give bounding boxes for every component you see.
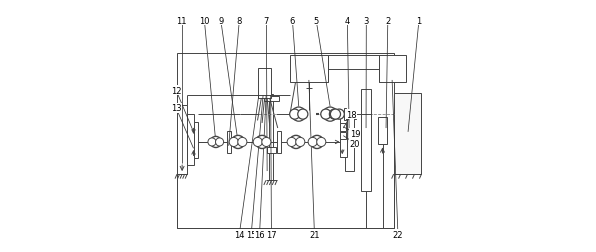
Text: 1: 1 — [417, 17, 421, 26]
Circle shape — [291, 108, 306, 122]
Text: 18: 18 — [346, 110, 357, 119]
Bar — [379, 55, 406, 83]
Bar — [393, 93, 421, 174]
Text: 10: 10 — [199, 17, 210, 26]
Bar — [257, 69, 271, 99]
Text: 21: 21 — [309, 230, 319, 239]
Text: 19: 19 — [350, 129, 360, 138]
Bar — [187, 115, 194, 165]
Bar — [194, 122, 198, 159]
Text: 2: 2 — [385, 17, 390, 26]
Text: 15: 15 — [246, 230, 256, 239]
Circle shape — [330, 110, 340, 120]
Circle shape — [323, 108, 337, 122]
Text: 13: 13 — [170, 104, 181, 113]
Text: 20: 20 — [350, 139, 360, 148]
Bar — [177, 54, 394, 228]
Circle shape — [253, 138, 262, 147]
Circle shape — [311, 136, 324, 149]
Bar — [226, 132, 231, 153]
Bar — [361, 89, 371, 192]
Circle shape — [210, 137, 221, 148]
Bar — [177, 106, 187, 174]
Circle shape — [208, 138, 216, 146]
Bar — [340, 123, 346, 131]
Circle shape — [316, 138, 326, 147]
Bar — [267, 147, 276, 154]
Circle shape — [262, 138, 271, 147]
Bar — [265, 97, 278, 102]
Text: 8: 8 — [237, 17, 242, 26]
Bar — [277, 131, 281, 154]
Circle shape — [321, 110, 331, 120]
Circle shape — [287, 138, 296, 147]
Bar — [343, 108, 346, 121]
Text: 9: 9 — [218, 17, 224, 26]
Circle shape — [330, 110, 340, 120]
Bar — [269, 94, 274, 180]
Circle shape — [216, 138, 224, 146]
Circle shape — [238, 138, 247, 147]
Text: 14: 14 — [234, 230, 244, 239]
Bar — [290, 55, 328, 83]
Circle shape — [308, 138, 317, 147]
Text: 11: 11 — [176, 17, 187, 26]
Text: 3: 3 — [364, 17, 369, 26]
Text: 12: 12 — [171, 86, 181, 95]
Bar — [345, 117, 353, 171]
Circle shape — [334, 110, 344, 120]
Circle shape — [231, 136, 244, 149]
Text: 22: 22 — [393, 230, 403, 239]
Circle shape — [298, 110, 308, 120]
Text: 6: 6 — [290, 17, 295, 26]
Bar — [378, 117, 387, 145]
Bar — [340, 116, 347, 158]
Text: 4: 4 — [344, 17, 350, 26]
Circle shape — [229, 138, 238, 147]
Circle shape — [296, 138, 305, 147]
Bar — [340, 132, 346, 140]
Text: 17: 17 — [266, 230, 277, 239]
Circle shape — [256, 136, 269, 149]
Text: 5: 5 — [313, 17, 319, 26]
Text: 7: 7 — [263, 17, 269, 26]
Text: 16: 16 — [254, 230, 265, 239]
Circle shape — [290, 110, 300, 120]
Circle shape — [290, 136, 303, 149]
Bar — [353, 110, 356, 120]
